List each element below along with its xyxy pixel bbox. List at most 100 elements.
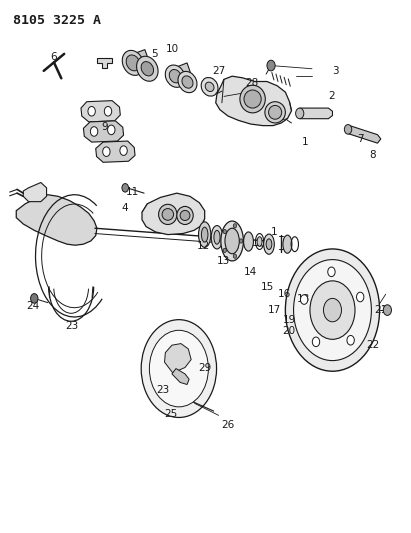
- Circle shape: [120, 146, 127, 156]
- Circle shape: [310, 281, 355, 340]
- Text: 28: 28: [245, 78, 258, 88]
- Text: 3: 3: [332, 66, 339, 76]
- Circle shape: [233, 224, 237, 228]
- Ellipse shape: [296, 108, 304, 119]
- Ellipse shape: [257, 237, 262, 246]
- Ellipse shape: [159, 204, 177, 224]
- Text: 29: 29: [198, 362, 211, 373]
- Circle shape: [383, 305, 391, 316]
- Polygon shape: [169, 63, 192, 85]
- Polygon shape: [128, 50, 150, 72]
- Text: 10: 10: [166, 44, 179, 53]
- Circle shape: [285, 249, 380, 371]
- Text: 17: 17: [268, 305, 281, 315]
- Ellipse shape: [201, 77, 218, 96]
- Text: 8: 8: [369, 150, 376, 160]
- Text: 11: 11: [126, 187, 139, 197]
- Text: 7: 7: [357, 134, 364, 144]
- Text: 5: 5: [151, 49, 157, 59]
- Text: 4: 4: [122, 203, 128, 213]
- Text: 27: 27: [212, 66, 225, 76]
- Ellipse shape: [244, 232, 254, 251]
- Polygon shape: [23, 182, 46, 201]
- Ellipse shape: [126, 55, 140, 71]
- Text: 13: 13: [217, 256, 231, 266]
- Ellipse shape: [136, 56, 158, 81]
- Ellipse shape: [225, 228, 239, 254]
- Ellipse shape: [205, 82, 214, 92]
- Text: 12: 12: [197, 241, 210, 251]
- Text: 23: 23: [65, 321, 78, 331]
- Ellipse shape: [199, 222, 211, 247]
- Text: 14: 14: [244, 267, 257, 277]
- Text: 15: 15: [261, 282, 275, 292]
- Circle shape: [122, 183, 129, 192]
- Ellipse shape: [178, 71, 197, 93]
- Ellipse shape: [165, 65, 185, 87]
- Circle shape: [149, 330, 208, 407]
- Circle shape: [240, 239, 243, 243]
- Circle shape: [300, 295, 308, 304]
- Text: 20: 20: [282, 326, 296, 336]
- Ellipse shape: [265, 102, 285, 123]
- Text: 22: 22: [366, 340, 379, 350]
- Text: 23: 23: [156, 385, 169, 395]
- Circle shape: [103, 147, 110, 157]
- Circle shape: [312, 337, 320, 346]
- Ellipse shape: [180, 211, 190, 221]
- Circle shape: [104, 107, 112, 116]
- Ellipse shape: [201, 227, 208, 242]
- Ellipse shape: [211, 225, 223, 249]
- Ellipse shape: [264, 234, 274, 254]
- Ellipse shape: [122, 51, 144, 75]
- Ellipse shape: [162, 208, 173, 220]
- Circle shape: [223, 248, 226, 253]
- Text: 26: 26: [222, 420, 235, 430]
- Circle shape: [356, 292, 364, 302]
- Circle shape: [347, 335, 354, 345]
- Ellipse shape: [177, 206, 193, 224]
- Polygon shape: [348, 125, 381, 143]
- Circle shape: [293, 260, 372, 361]
- Circle shape: [233, 254, 237, 259]
- Polygon shape: [216, 76, 291, 126]
- Polygon shape: [97, 58, 112, 68]
- Ellipse shape: [214, 230, 220, 244]
- Polygon shape: [172, 368, 189, 384]
- Ellipse shape: [221, 221, 243, 261]
- Ellipse shape: [268, 106, 282, 119]
- Text: 6: 6: [50, 52, 56, 61]
- Ellipse shape: [244, 90, 261, 108]
- Circle shape: [141, 320, 217, 417]
- Text: 8105 3225 A: 8105 3225 A: [13, 14, 101, 27]
- Ellipse shape: [141, 62, 154, 76]
- Polygon shape: [83, 121, 124, 142]
- Text: 25: 25: [164, 409, 177, 419]
- Circle shape: [323, 298, 342, 322]
- Circle shape: [267, 60, 275, 71]
- Text: 1: 1: [302, 136, 308, 147]
- Text: 16: 16: [277, 289, 291, 299]
- Ellipse shape: [169, 69, 181, 83]
- Text: 9: 9: [101, 122, 108, 132]
- Circle shape: [108, 125, 115, 135]
- Polygon shape: [164, 344, 191, 373]
- Text: 1: 1: [271, 227, 278, 237]
- Ellipse shape: [283, 235, 292, 253]
- Text: 19: 19: [282, 314, 296, 325]
- Polygon shape: [142, 193, 205, 235]
- Ellipse shape: [266, 239, 272, 249]
- Polygon shape: [300, 108, 332, 119]
- Polygon shape: [16, 195, 97, 245]
- Ellipse shape: [240, 85, 266, 113]
- Circle shape: [328, 267, 335, 277]
- Circle shape: [30, 294, 38, 303]
- Polygon shape: [81, 101, 120, 122]
- Ellipse shape: [344, 125, 352, 134]
- Circle shape: [90, 127, 98, 136]
- Polygon shape: [96, 141, 135, 163]
- Ellipse shape: [182, 76, 193, 88]
- Circle shape: [88, 107, 95, 116]
- Text: 24: 24: [26, 301, 39, 311]
- Text: 18: 18: [297, 294, 310, 304]
